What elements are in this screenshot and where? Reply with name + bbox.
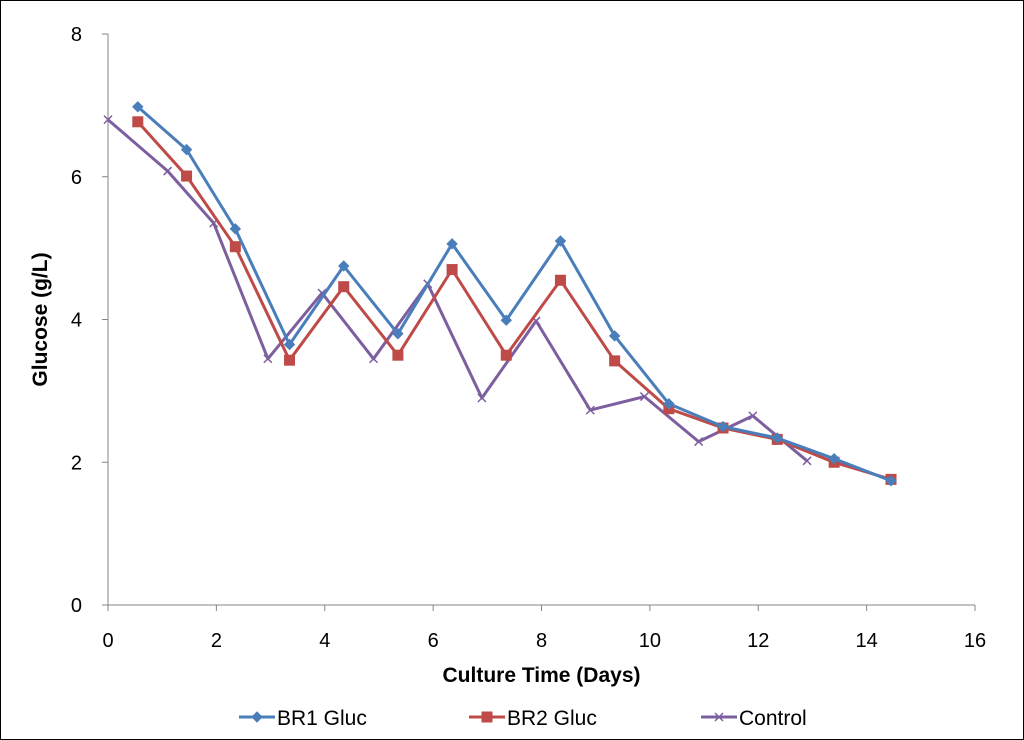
data-point-br2-gluc [392,349,404,361]
data-point-br1-gluc [500,314,512,326]
data-point-control [694,437,704,447]
data-point-control [477,393,487,403]
data-point-control [639,392,649,402]
marker-x-stroke [585,405,595,415]
data-point-br1-gluc [392,328,404,340]
legend: BR1 Gluc BR2 Gluc Control [239,707,807,730]
data-point-br2-gluc [284,354,296,366]
marker-x-stroke [263,354,273,364]
x-tick-label: 6 [428,630,439,652]
marker-x-stroke [103,115,113,125]
marker-x-stroke [714,712,724,722]
data-point-br1-gluc [229,223,242,235]
data-point-control [748,411,758,421]
series-control [103,115,812,466]
data-point-control [103,115,113,125]
marker-x-stroke [368,354,379,364]
marker-x-stroke [163,166,173,176]
y-tick-label: 6 [71,167,82,189]
legend-item-br2-gluc: BR2 Gluc [469,707,597,730]
axes: 0 2 4 6 8 10 12 14 16 0 2 4 6 8 [71,24,986,652]
data-point-br1-gluc [771,432,783,444]
legend-label: Control [739,707,807,730]
x-tick-label: 10 [639,630,661,652]
data-point-br1-gluc [132,101,144,113]
x-axis-title: Culture Time (Days) [443,664,641,687]
x-tick-label: 8 [536,630,547,652]
series-line-br2-gluc [136,120,892,481]
data-point-br2-gluc [446,264,458,276]
x-tick-label: 2 [211,630,222,652]
legend-label: BR2 Gluc [507,707,597,730]
data-point-control [585,405,595,415]
data-point-br1-gluc [885,475,897,487]
marker-x-stroke [317,288,327,298]
x-tick-label: 4 [319,630,330,652]
x-tick-label: 0 [102,630,113,652]
data-point-br1-gluc [663,398,675,410]
series-layer [103,101,897,487]
y-tick-label: 4 [71,310,82,332]
marker-x-stroke [694,437,704,447]
data-point-br1-gluc [338,260,350,272]
x-tick-label: 16 [964,630,986,652]
y-tick-label: 0 [71,595,82,617]
legend-marker [481,711,493,723]
data-point-br2-gluc [181,170,193,182]
data-point-br1-gluc [180,143,193,156]
y-tick-label: 2 [71,452,82,474]
series-br2-gluc [132,116,897,485]
marker-x-stroke [477,393,487,403]
data-point-control [263,354,273,364]
x-tick-label: 14 [856,630,878,652]
legend-item-br1-gluc: BR1 Gluc [239,707,367,730]
marker-x-stroke [802,456,812,466]
series-line-br1-gluc [136,105,892,483]
data-point-br2-gluc [554,274,566,286]
legend-marker [251,711,263,723]
series-br1-gluc [132,101,897,487]
legend-marker [714,712,724,722]
data-point-br2-gluc [338,281,350,293]
legend-label: BR1 Gluc [277,707,367,730]
data-point-br1-gluc [446,238,458,250]
data-point-control [163,166,173,176]
data-point-br2-gluc [132,116,144,128]
data-point-br2-gluc [500,349,512,361]
data-point-br1-gluc [283,338,296,351]
data-point-control [368,354,379,364]
data-point-br1-gluc [717,420,729,433]
data-point-br1-gluc [828,452,840,465]
data-point-br2-gluc [609,355,621,367]
marker-x-stroke [639,392,649,402]
legend-item-control: Control [701,707,807,730]
marker-x-stroke [748,411,758,421]
marker-x-stroke [531,316,541,326]
series-line-control [107,118,808,462]
x-tick-label: 12 [747,630,769,652]
data-point-br1-gluc [554,235,567,247]
data-point-br1-gluc [608,330,621,342]
y-tick-label: 8 [71,24,82,46]
data-point-control [802,456,812,466]
y-axis-title: Glucose (g/L) [29,252,52,386]
data-point-br2-gluc [229,241,241,253]
